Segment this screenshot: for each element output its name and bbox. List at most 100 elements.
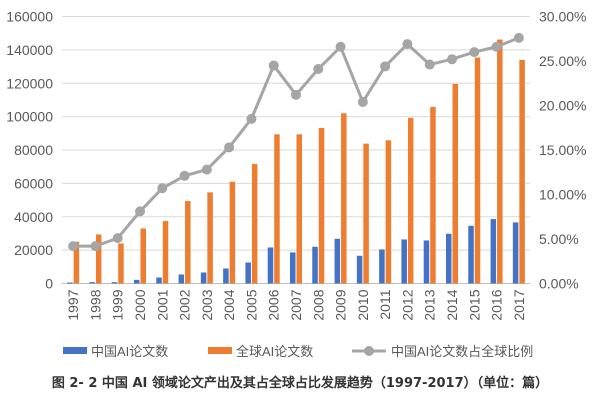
global-bar — [363, 143, 369, 284]
china-bar — [356, 255, 363, 284]
china-bar — [156, 277, 162, 284]
share-point — [513, 32, 524, 43]
share-point — [491, 41, 502, 52]
x-tick-label: 1997 — [65, 289, 81, 320]
china-bar — [223, 268, 229, 284]
right-tick-label: 10.00% — [539, 187, 586, 203]
china-bar — [446, 233, 452, 284]
legend-label-china: 中国AI论文数 — [91, 344, 168, 359]
share-point — [268, 60, 279, 71]
china-bar — [512, 222, 519, 284]
legend-marker-share — [364, 346, 374, 356]
share-point — [469, 47, 480, 58]
china-bar — [245, 262, 251, 284]
china-bar — [468, 225, 474, 284]
share-point — [246, 113, 257, 124]
right-tick-label: 30.00% — [539, 9, 586, 25]
chart-caption: 图 2- 2 中国 AI 领域论文产出及其占全球占比发展趋势（1997-2017… — [51, 376, 549, 391]
global-bar — [118, 243, 124, 284]
left-tick-label: 20000 — [14, 242, 53, 258]
china-bar — [267, 247, 274, 284]
share-point — [380, 61, 391, 72]
x-tick-label: 2016 — [489, 289, 505, 320]
global-bar — [207, 192, 213, 284]
x-tick-label: 2011 — [377, 289, 393, 319]
legend-label-share: 中国AI论文数占全球比例 — [391, 344, 533, 359]
x-tick-label: 2013 — [422, 289, 438, 320]
global-bar — [385, 140, 392, 284]
global-bar — [452, 83, 458, 284]
x-tick-label: 2006 — [266, 289, 282, 320]
right-tick-label: 20.00% — [539, 98, 586, 114]
global-bar — [73, 241, 80, 284]
x-tick-label: 2001 — [154, 289, 170, 320]
left-tick-label: 100000 — [6, 109, 53, 125]
share-point — [201, 164, 212, 175]
china-bar — [178, 274, 185, 284]
global-bar — [318, 127, 325, 284]
left-tick-label: 140000 — [6, 42, 53, 58]
share-point — [424, 59, 435, 70]
china-bar — [379, 249, 385, 284]
share-point — [157, 183, 168, 194]
legend-swatch-china — [63, 347, 87, 354]
right-tick-label: 0.00% — [539, 276, 579, 292]
x-tick-label: 1999 — [110, 289, 126, 320]
share-point — [68, 241, 79, 252]
china-bar — [423, 240, 430, 284]
share-point — [135, 206, 145, 217]
share-point — [357, 96, 368, 107]
global-bar — [430, 106, 436, 284]
global-bar — [140, 228, 146, 284]
x-tick-label: 2005 — [243, 289, 259, 320]
left-tick-label: 160000 — [6, 9, 53, 25]
china-bar — [200, 272, 207, 284]
right-tick-label: 25.00% — [539, 53, 586, 69]
share-point — [90, 241, 101, 252]
share-point — [402, 39, 413, 50]
share-point — [224, 142, 235, 153]
x-tick-label: 2007 — [288, 289, 304, 320]
china-bar — [312, 246, 318, 284]
global-bar — [474, 57, 481, 284]
legend-label-global: 全球AI论文数 — [236, 344, 313, 359]
global-bar — [229, 181, 236, 284]
left-tick-label: 60000 — [14, 175, 53, 191]
left-tick-label: 0 — [45, 276, 53, 292]
right-tick-label: 5.00% — [539, 231, 579, 247]
china-bar — [111, 282, 118, 284]
global-bar — [497, 39, 503, 284]
global-bar — [519, 59, 525, 284]
global-bar — [341, 113, 347, 284]
x-tick-label: 1998 — [87, 289, 103, 320]
x-tick-label: 2009 — [333, 289, 349, 320]
china-bar — [89, 282, 95, 284]
global-bar — [274, 134, 280, 284]
x-tick-label: 2017 — [511, 289, 527, 320]
share-point — [291, 89, 301, 100]
china-bar — [334, 238, 341, 284]
share-point — [447, 54, 457, 65]
x-tick-label: 2002 — [177, 289, 193, 320]
left-tick-label: 80000 — [14, 142, 53, 158]
share-point — [335, 41, 346, 52]
x-tick-label: 2003 — [199, 289, 215, 320]
global-bar — [251, 164, 258, 284]
global-bar — [407, 117, 414, 284]
x-tick-label: 2008 — [310, 289, 326, 320]
global-bar — [95, 234, 102, 284]
x-tick-label: 2014 — [444, 289, 460, 320]
global-bar — [185, 201, 191, 284]
x-tick-label: 2015 — [466, 289, 482, 320]
china-bar — [134, 279, 140, 284]
left-tick-label: 120000 — [6, 75, 53, 91]
global-bar — [162, 221, 169, 284]
legend-swatch-global — [208, 347, 232, 354]
share-point — [313, 64, 324, 75]
x-tick-label: 2000 — [132, 289, 148, 320]
left-tick-label: 40000 — [14, 209, 53, 225]
china-bar — [290, 252, 296, 284]
share-point — [112, 233, 123, 244]
right-tick-label: 15.00% — [539, 142, 586, 158]
chart: 0 20000 40000 60000 80000 100000 120000 140000 1… — [6, 9, 586, 360]
